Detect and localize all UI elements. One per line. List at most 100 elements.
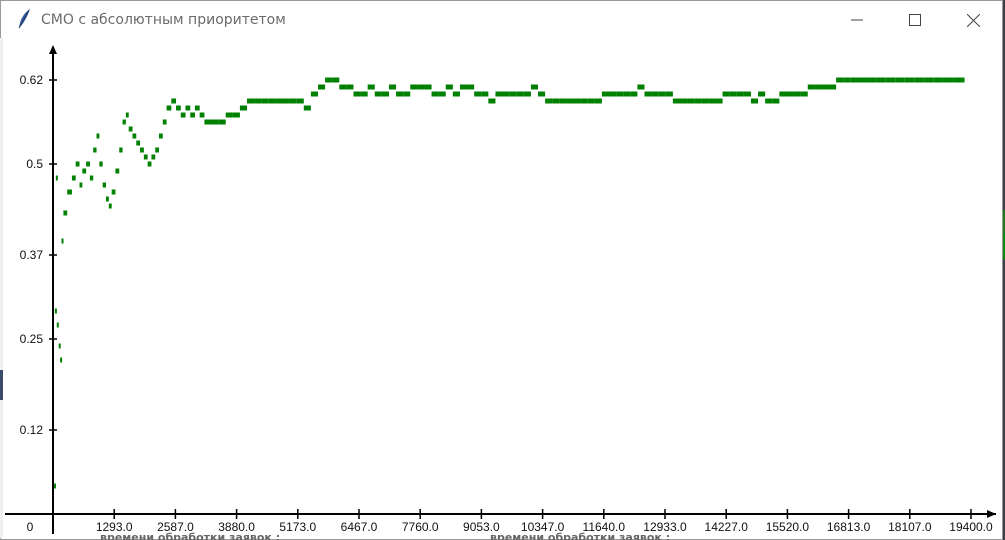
data-point [538, 91, 546, 97]
data-point [672, 98, 680, 104]
background-window-edge [0, 38, 3, 538]
data-point [360, 91, 368, 97]
data-point [679, 98, 688, 104]
data-point [102, 182, 106, 188]
data-point [346, 84, 354, 90]
data-point [495, 91, 503, 97]
y-tick-label: 0.12 [20, 423, 44, 437]
x-tick-label: 6467.0 [341, 520, 378, 534]
data-point [289, 98, 297, 104]
data-point [89, 175, 94, 181]
data-point [325, 77, 333, 83]
x-tick-label: 2587.0 [157, 520, 194, 534]
data-point [381, 91, 389, 97]
data-point [332, 77, 340, 83]
data-point [876, 77, 886, 83]
background-window-edge-dark [0, 370, 3, 400]
background-label-left: времени обработки заявок : [100, 531, 281, 540]
data-point [701, 98, 709, 104]
data-point [573, 98, 581, 104]
data-point [658, 91, 666, 97]
data-point [162, 119, 167, 125]
data-point [516, 91, 524, 97]
data-point [353, 91, 361, 97]
x-axis-arrow [987, 510, 996, 518]
data-point [143, 154, 148, 160]
minimize-button[interactable] [828, 1, 886, 39]
data-point [904, 77, 915, 83]
x-tick-label: 10347.0 [521, 520, 565, 534]
data-point [814, 84, 822, 90]
data-point [82, 168, 87, 174]
data-point [60, 357, 63, 363]
data-point [424, 84, 432, 90]
data-point [779, 91, 787, 97]
data-point [105, 196, 109, 202]
data-point [339, 84, 347, 90]
data-point [204, 119, 212, 125]
x-tick-label: 14227.0 [705, 520, 749, 534]
data-point [651, 91, 659, 97]
y-tick-label: 0.25 [20, 332, 44, 346]
x-tick-label: 15520.0 [766, 520, 810, 534]
data-point [736, 91, 744, 97]
y-tick-label: 0.5 [26, 157, 43, 171]
x-tick-label: 12933.0 [643, 520, 687, 534]
data-point [310, 91, 318, 97]
data-point [942, 77, 953, 83]
data-point [459, 84, 468, 90]
data-point [86, 161, 90, 167]
window-title: СМО с абсолютным приоритетом [41, 12, 286, 28]
data-point [623, 91, 631, 97]
data-point [488, 98, 496, 104]
data-point [637, 84, 645, 90]
data-point [933, 77, 943, 83]
data-point [843, 77, 851, 83]
data-point [961, 77, 965, 83]
data-point [96, 133, 100, 139]
data-point [190, 112, 195, 118]
data-point [176, 105, 181, 111]
data-point [630, 91, 638, 97]
data-point [199, 112, 205, 118]
maximize-button[interactable] [886, 1, 944, 39]
data-point [821, 84, 830, 90]
data-point [136, 140, 141, 146]
data-point [55, 175, 58, 181]
data-point [580, 98, 588, 104]
data-point [63, 210, 68, 216]
data-point [374, 91, 382, 97]
data-point [140, 147, 144, 153]
data-point [417, 84, 425, 90]
data-point [793, 91, 801, 97]
data-point [275, 98, 283, 104]
data-point [225, 112, 233, 118]
title-bar[interactable]: СМО с абсолютным приоритетом [1, 1, 1002, 39]
data-point [166, 105, 172, 111]
data-point [155, 147, 159, 153]
data-point [587, 98, 595, 104]
data-point [786, 91, 794, 97]
data-point [132, 133, 137, 139]
data-point [885, 77, 896, 83]
data-point [758, 91, 766, 97]
minimize-icon [851, 19, 863, 21]
data-point [552, 98, 560, 104]
data-point [403, 91, 411, 97]
close-button[interactable] [944, 1, 1002, 39]
data-point [388, 84, 397, 90]
data-point [296, 98, 304, 104]
data-point [923, 77, 934, 83]
data-point [115, 168, 120, 174]
data-point [765, 98, 773, 104]
data-point [467, 84, 475, 90]
data-point [609, 91, 617, 97]
data-point [687, 98, 695, 104]
data-point [71, 175, 76, 181]
data-point [122, 119, 126, 125]
data-point [79, 182, 83, 188]
data-point [61, 238, 64, 244]
data-point [151, 154, 156, 160]
data-point [218, 119, 226, 125]
